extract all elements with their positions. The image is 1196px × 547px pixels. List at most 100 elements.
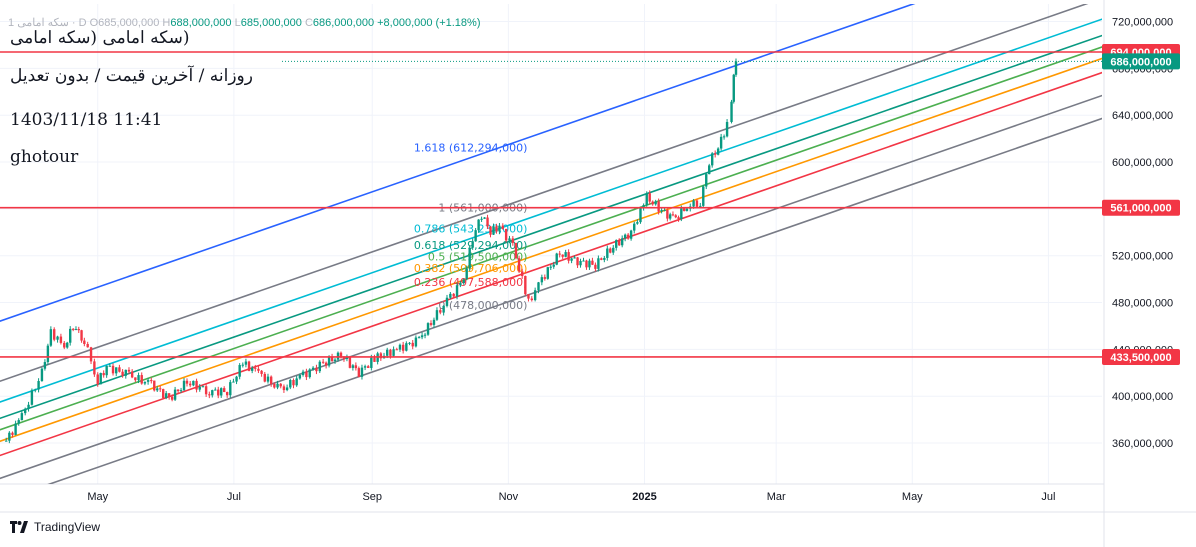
fib-level-label: 0.618 (529,294,000) (414, 239, 528, 252)
candle-body (143, 381, 147, 384)
high-value: 688,000,000 (170, 17, 232, 29)
candle-body (411, 342, 414, 347)
candle-body (137, 375, 140, 381)
low-value: 685,000,000 (240, 17, 302, 29)
candle-body (408, 342, 411, 344)
price-candles (5, 58, 738, 444)
candle-body (674, 215, 677, 218)
fib-level-label: 0.236 (497,588,000) (414, 276, 528, 289)
candle-body (462, 279, 465, 283)
candle-body (263, 373, 266, 382)
candle-body (308, 369, 311, 378)
candle-body (214, 389, 217, 391)
candle-body (651, 201, 654, 205)
candle-body (198, 386, 201, 390)
candle-body (486, 217, 489, 227)
tradingview-footer[interactable]: TradingView (10, 520, 100, 534)
candle-body (677, 217, 680, 219)
candle-body (80, 330, 83, 341)
candle-body (24, 408, 27, 414)
candle-body (301, 371, 305, 376)
candle-body (561, 254, 564, 257)
candle-body (618, 240, 621, 246)
candle-body (530, 298, 533, 301)
candle-body (99, 373, 102, 385)
fib-level-line (0, 71, 1102, 457)
price-tag-label: 561,000,000 (1110, 203, 1171, 215)
candle-body (555, 253, 558, 265)
candle-body (514, 242, 518, 259)
candle-body (379, 353, 383, 359)
candle-body (229, 382, 232, 396)
x-axis[interactable]: May Jul Sep Nov 2025 Mar May Jul (87, 491, 1055, 503)
candle-body (452, 293, 455, 297)
candle-body (208, 394, 211, 396)
candle-body (342, 357, 346, 360)
candle-body (533, 290, 537, 301)
candle-body (692, 200, 695, 207)
fib-level-label: 0.5 (519,500,000) (428, 250, 528, 263)
candle-body (573, 257, 576, 259)
candle-body (156, 388, 159, 391)
candle-body (732, 74, 735, 102)
candle-body (17, 420, 20, 424)
y-tick-label: 400,000,000 (1112, 391, 1173, 403)
candle-body (474, 230, 477, 242)
candle-body (527, 294, 530, 299)
candle-body (222, 388, 226, 393)
candle-body (432, 319, 436, 325)
candle-body (389, 349, 392, 356)
candle-body (74, 329, 78, 331)
candle-body (345, 357, 349, 360)
candle-body (648, 193, 651, 202)
candle-body (14, 423, 17, 435)
candle-body (254, 367, 257, 369)
candle-body (333, 359, 337, 362)
candle-body (395, 349, 398, 351)
candle-body (501, 225, 504, 229)
candle-body (11, 432, 14, 435)
candle-body (606, 248, 609, 258)
candle-body (564, 252, 567, 257)
candle-body (426, 323, 430, 335)
candle-body (298, 375, 302, 379)
candle-body (629, 230, 633, 239)
candle-body (225, 392, 229, 396)
candle-body (8, 432, 11, 441)
candle-body (53, 329, 56, 340)
candle-body (537, 282, 540, 291)
candle-body (146, 380, 150, 382)
candle-body (423, 334, 427, 336)
candle-body (182, 380, 186, 391)
y-axis[interactable]: 720,000,000680,000,000640,000,000600,000… (1112, 17, 1173, 450)
candle-body (429, 323, 433, 325)
candle-body (367, 366, 370, 368)
candle-body (645, 193, 648, 206)
candle-body (680, 208, 683, 219)
candle-body (315, 367, 318, 372)
candle-body (392, 349, 395, 356)
candle-body (636, 222, 639, 224)
candle-body (660, 210, 663, 212)
candle-body (83, 340, 86, 345)
candle-body (188, 383, 192, 386)
candle-body (668, 214, 672, 219)
candle-body (360, 367, 364, 377)
candle-body (220, 388, 223, 396)
candle-body (244, 361, 248, 365)
candle-body (111, 365, 115, 374)
candle-body (695, 200, 699, 207)
candle-body (570, 258, 573, 261)
candle-body (517, 258, 521, 272)
candle-body (176, 389, 180, 392)
candle-body (354, 365, 358, 369)
candle-body (153, 380, 156, 391)
candle-body (405, 343, 408, 351)
change-value: +8,000,000 (+1.18%) (377, 17, 481, 29)
candle-body (699, 205, 702, 207)
close-value: 686,000,000 (312, 17, 375, 29)
chart-note-datetime: 1403/11/18 11:41 (10, 110, 163, 130)
candle-body (386, 349, 389, 356)
candle-body (576, 257, 579, 266)
